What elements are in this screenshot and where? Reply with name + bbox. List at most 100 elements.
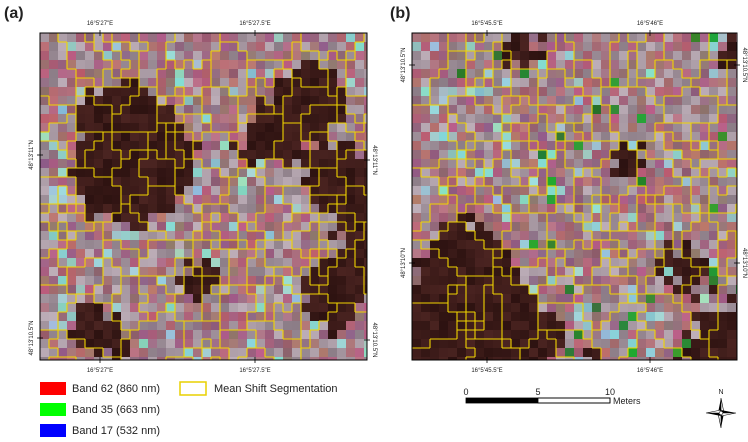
pixel xyxy=(103,330,112,339)
pixel xyxy=(67,204,76,213)
pixel xyxy=(238,258,247,267)
pixel xyxy=(337,51,346,60)
pixel xyxy=(475,285,484,294)
pixel xyxy=(439,123,448,132)
pixel xyxy=(94,159,103,168)
pixel xyxy=(538,258,547,267)
pixel xyxy=(202,96,211,105)
pixel xyxy=(40,159,49,168)
pixel xyxy=(673,204,682,213)
pixel xyxy=(592,330,601,339)
pixel xyxy=(112,96,121,105)
pixel xyxy=(520,339,529,348)
pixel xyxy=(466,132,475,141)
pixel xyxy=(475,294,484,303)
pixel xyxy=(328,357,337,366)
pixel xyxy=(574,312,583,321)
pixel xyxy=(655,330,664,339)
pixel xyxy=(655,69,664,78)
pixel xyxy=(520,69,529,78)
pixel xyxy=(412,231,421,240)
pixel xyxy=(337,330,346,339)
pixel xyxy=(103,240,112,249)
pixel xyxy=(628,222,637,231)
pixel xyxy=(202,33,211,42)
pixel xyxy=(574,60,583,69)
pixel xyxy=(355,294,364,303)
pixel xyxy=(67,69,76,78)
pixel xyxy=(556,51,565,60)
pixel xyxy=(193,42,202,51)
pixel xyxy=(547,357,556,366)
pixel xyxy=(430,141,439,150)
pixel xyxy=(175,303,184,312)
pixel xyxy=(646,240,655,249)
pixel xyxy=(592,276,601,285)
pixel xyxy=(493,330,502,339)
pixel xyxy=(337,114,346,123)
pixel xyxy=(682,177,691,186)
pixel xyxy=(484,78,493,87)
pixel xyxy=(439,105,448,114)
pixel xyxy=(67,312,76,321)
pixel xyxy=(529,312,538,321)
pixel xyxy=(139,123,148,132)
pixel xyxy=(682,249,691,258)
pixel xyxy=(274,141,283,150)
pixel xyxy=(664,267,673,276)
pixel xyxy=(502,60,511,69)
pixel xyxy=(610,204,619,213)
pixel xyxy=(202,51,211,60)
pixel xyxy=(355,60,364,69)
pixel xyxy=(103,33,112,42)
pixel xyxy=(520,267,529,276)
pixel xyxy=(220,195,229,204)
pixel xyxy=(238,276,247,285)
pixel xyxy=(448,195,457,204)
pixel xyxy=(58,231,67,240)
pixel xyxy=(148,357,157,366)
pixel xyxy=(475,348,484,357)
pixel xyxy=(103,267,112,276)
pixel xyxy=(301,96,310,105)
pixel xyxy=(112,258,121,267)
pixel xyxy=(718,240,727,249)
pixel xyxy=(85,303,94,312)
pixel xyxy=(448,87,457,96)
pixel xyxy=(637,231,646,240)
pixel xyxy=(148,222,157,231)
pixel xyxy=(466,294,475,303)
pixel xyxy=(700,321,709,330)
pixel xyxy=(511,294,520,303)
pixel xyxy=(139,321,148,330)
pixel xyxy=(601,285,610,294)
pixel xyxy=(184,123,193,132)
pixel xyxy=(112,348,121,357)
pixel xyxy=(310,357,319,366)
pixel xyxy=(673,33,682,42)
pixel xyxy=(574,150,583,159)
pixel xyxy=(565,42,574,51)
pixel xyxy=(364,276,373,285)
pixel xyxy=(493,42,502,51)
pixel xyxy=(139,240,148,249)
pixel xyxy=(310,159,319,168)
pixel xyxy=(103,69,112,78)
pixel xyxy=(67,303,76,312)
pixel xyxy=(646,177,655,186)
pixel xyxy=(727,249,736,258)
pixel xyxy=(283,249,292,258)
pixel xyxy=(538,249,547,258)
pixel xyxy=(85,114,94,123)
pixel xyxy=(610,213,619,222)
pixel xyxy=(727,132,736,141)
pixel xyxy=(355,33,364,42)
pixel xyxy=(682,240,691,249)
pixel xyxy=(184,87,193,96)
pixel xyxy=(94,303,103,312)
pixel xyxy=(247,330,256,339)
pixel xyxy=(511,348,520,357)
pixel xyxy=(412,33,421,42)
pixel xyxy=(592,105,601,114)
pixel xyxy=(139,87,148,96)
